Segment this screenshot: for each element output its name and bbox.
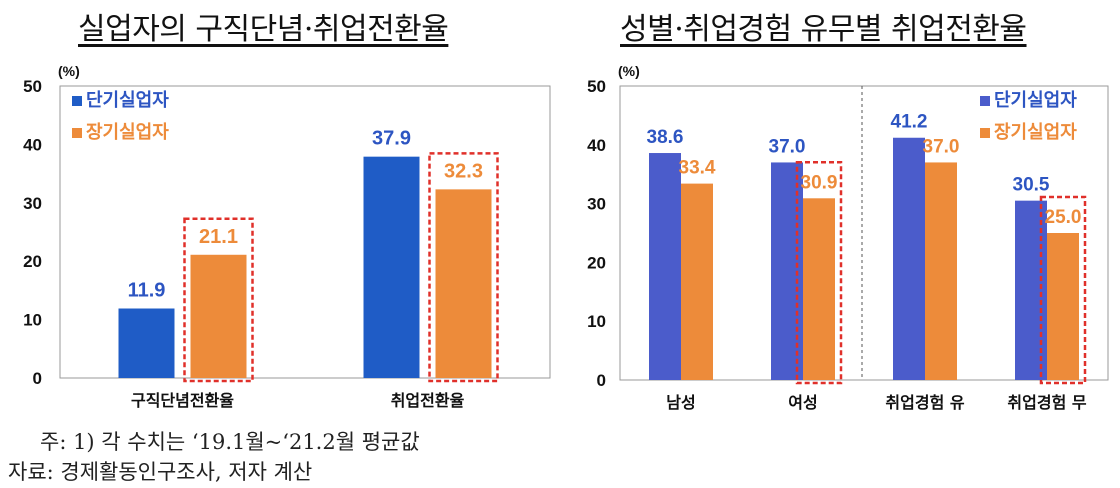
left-bar-long-term [190, 254, 247, 378]
right-y-axis-unit: (%) [618, 63, 640, 79]
left-data-label: 11.9 [128, 280, 166, 302]
right-data-label: 37.0 [923, 136, 960, 157]
left-legend-label: 장기실업자 [86, 122, 169, 143]
left-bar-short-term [363, 156, 420, 378]
left-bar-short-term [118, 308, 175, 378]
left-y-tick-label: 0 [33, 369, 42, 388]
left-legend-label: 단기실업자 [86, 90, 169, 111]
right-data-label: 25.0 [1045, 207, 1082, 228]
right-bar-long-term [681, 183, 713, 380]
right-plot-frame [619, 85, 1109, 381]
right-bar-long-term [803, 198, 835, 380]
right-y-tick-label: 30 [587, 195, 606, 214]
left-data-label: 32.3 [444, 160, 483, 182]
right-category-label: 남성 [666, 393, 695, 412]
left-y-tick-label: 10 [23, 311, 42, 330]
right-data-label: 38.6 [647, 127, 684, 148]
right-category-label: 여성 [788, 393, 817, 412]
source-note: 자료: 경제활동인구조사, 저자 계산 [8, 460, 313, 484]
left-plot-frame [59, 85, 551, 379]
left-y-tick-label: 30 [23, 194, 42, 213]
left-legend-swatch [72, 96, 82, 106]
left-chart: 0 10 20 30 40 50 (%) 11.9 21.1 구직단념전환율 37.9 32.3 취업전… [23, 63, 551, 410]
right-legend-label: 단기실업자 [994, 90, 1077, 111]
left-category-label: 구직단념전환율 [131, 391, 234, 410]
left-y-tick-label: 20 [23, 252, 42, 271]
left-y-tick-label: 50 [23, 77, 42, 96]
right-bar-short-term [1015, 200, 1047, 380]
right-legend-swatch [980, 128, 990, 138]
left-highlight-box [183, 217, 254, 383]
right-y-tick-label: 20 [587, 253, 606, 272]
right-category-label: 취업경험 유 [885, 393, 964, 412]
right-y-tick-label: 0 [597, 371, 606, 390]
right-data-label: 37.0 [769, 136, 806, 157]
left-data-label: 37.9 [372, 128, 411, 150]
right-data-label: 30.5 [1013, 175, 1050, 196]
right-legend-label: 장기실업자 [994, 122, 1077, 143]
right-y-tick-label: 40 [587, 136, 606, 155]
right-legend-swatch [980, 96, 990, 106]
right-highlight-box [795, 161, 843, 385]
right-data-label: 30.9 [801, 172, 838, 193]
left-y-tick-label: 40 [23, 135, 42, 154]
left-highlight-box [428, 152, 499, 383]
right-bar-long-term [1047, 233, 1079, 380]
footnote: 주: 1) 각 수치는 ‘19.1월~‘21.2월 평균값 [40, 430, 420, 454]
right-y-tick-label: 50 [587, 77, 606, 96]
left-legend-swatch [72, 128, 82, 138]
right-data-label: 33.4 [679, 158, 716, 179]
right-bar-short-term [893, 137, 925, 380]
right-y-tick-label: 10 [587, 312, 606, 331]
left-bar-long-term [435, 189, 492, 378]
left-chart-title: 실업자의 구직단념·취업전환율 [78, 12, 449, 47]
right-bar-short-term [649, 153, 681, 380]
right-category-label: 취업경험 무 [1007, 393, 1086, 412]
right-chart: 0 10 20 30 40 50 (%) 38.6 33.4 남성 37.0 30.9 여성 41.2 37… [587, 63, 1109, 412]
right-chart-title: 성별·취업경험 유무별 취업전환율 [620, 12, 1027, 47]
left-data-label: 21.1 [199, 226, 238, 248]
right-highlight-box [1039, 195, 1087, 385]
left-category-label: 취업전환율 [391, 391, 465, 410]
right-data-label: 41.2 [891, 112, 928, 133]
right-bar-long-term [925, 162, 957, 380]
left-y-axis-unit: (%) [58, 63, 80, 79]
